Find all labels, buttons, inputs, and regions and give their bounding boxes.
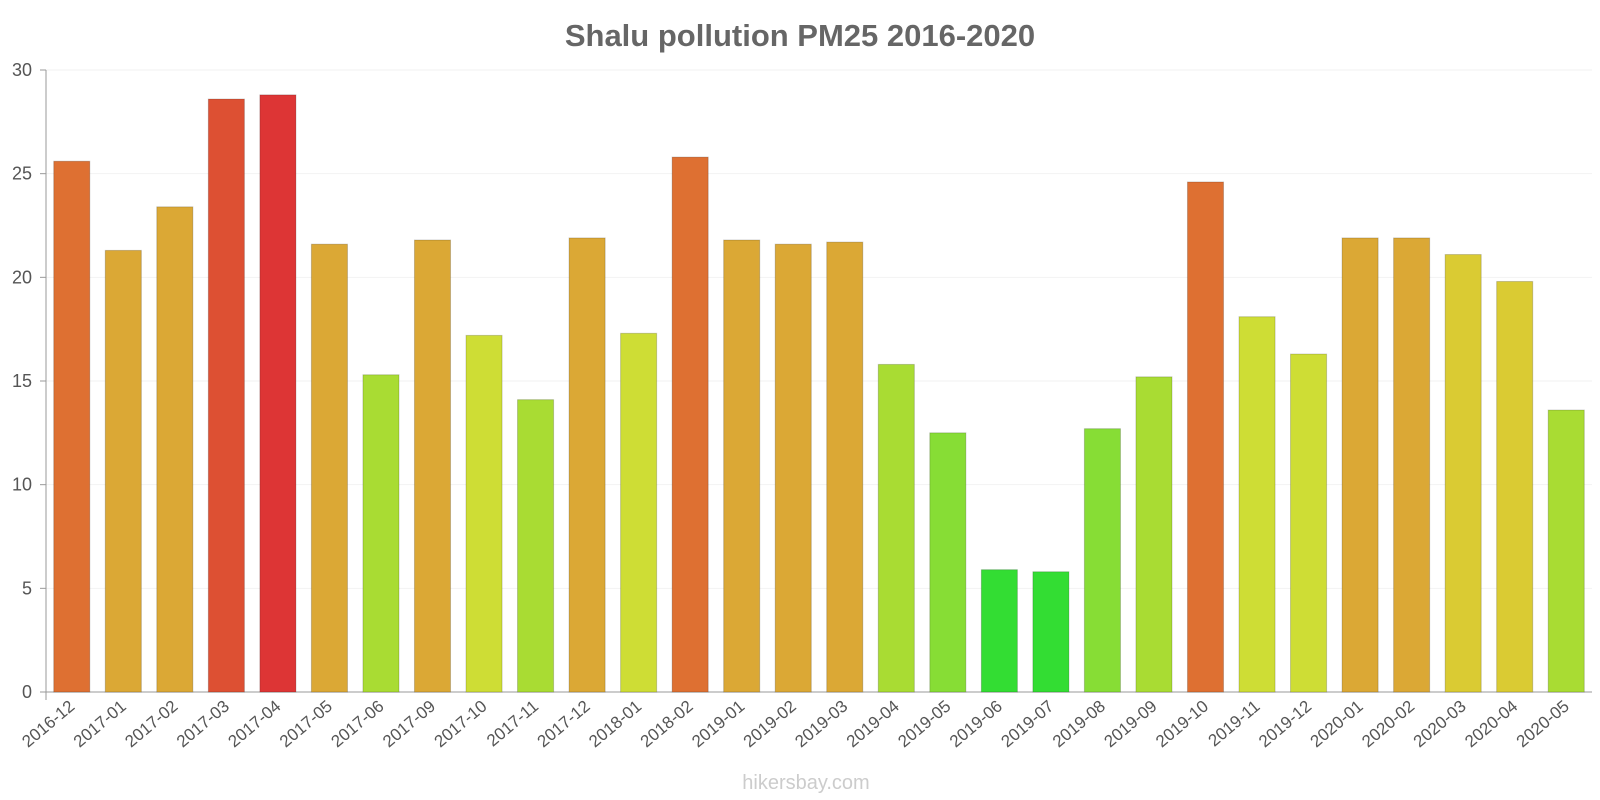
bar-2019-09 bbox=[1135, 376, 1173, 693]
x-tick-label: 2019-01 bbox=[688, 697, 748, 752]
y-tick-label: 10 bbox=[12, 475, 32, 495]
x-tick-label: 2018-01 bbox=[585, 697, 645, 752]
x-tick-label: 2019-05 bbox=[894, 697, 954, 752]
bar-2020-02 bbox=[1393, 237, 1431, 693]
bar-2019-04 bbox=[877, 363, 915, 693]
bar-2016-12 bbox=[53, 160, 91, 693]
x-tick-label: 2019-03 bbox=[791, 697, 851, 752]
bar-2017-06 bbox=[362, 374, 400, 693]
x-tick-label: 2020-01 bbox=[1307, 697, 1367, 752]
x-tick-label: 2019-06 bbox=[946, 697, 1006, 752]
x-tick-labels: 2016-122017-012017-022017-032017-042017-… bbox=[18, 697, 1572, 752]
watermark: hikersbay.com bbox=[742, 772, 869, 794]
bar-2020-03 bbox=[1444, 254, 1482, 693]
bar-2020-01 bbox=[1341, 237, 1379, 693]
bar-2017-10 bbox=[465, 334, 503, 693]
x-tick-label: 2019-09 bbox=[1101, 697, 1161, 752]
bar-2017-03 bbox=[207, 98, 245, 693]
x-tick-label: 2017-05 bbox=[276, 697, 336, 752]
bar-2017-12 bbox=[568, 237, 606, 693]
x-tick-label: 2017-11 bbox=[483, 697, 542, 751]
x-tick-label: 2017-02 bbox=[121, 697, 181, 752]
x-tick-label: 2018-02 bbox=[637, 697, 697, 752]
bar-2019-05 bbox=[929, 432, 967, 693]
x-tick-label: 2017-12 bbox=[534, 697, 594, 752]
y-tick-label: 5 bbox=[22, 578, 32, 598]
x-tick-label: 2020-04 bbox=[1461, 697, 1521, 752]
bar-2017-05 bbox=[310, 243, 348, 693]
y-tick-label: 25 bbox=[12, 164, 32, 184]
x-tick-label: 2020-05 bbox=[1513, 697, 1573, 752]
x-tick-label: 2017-06 bbox=[328, 697, 388, 752]
bar-2017-04 bbox=[259, 94, 297, 693]
chart-title: Shalu pollution PM25 2016-2020 bbox=[565, 18, 1035, 53]
y-tick-label: 20 bbox=[12, 267, 32, 287]
bar-2017-01 bbox=[104, 249, 142, 693]
x-tick-label: 2020-02 bbox=[1358, 697, 1418, 752]
bar-2017-11 bbox=[517, 399, 555, 693]
bar-2019-02 bbox=[774, 243, 812, 693]
gridlines bbox=[46, 69, 1592, 589]
bar-2019-06 bbox=[980, 569, 1018, 693]
y-tick-label: 30 bbox=[12, 60, 32, 80]
bar-2020-04 bbox=[1496, 280, 1534, 693]
x-tick-label: 2019-04 bbox=[843, 697, 903, 752]
x-tick-label: 2019-12 bbox=[1255, 697, 1315, 752]
x-tick-label: 2017-09 bbox=[379, 697, 439, 752]
bar-2019-01 bbox=[723, 239, 761, 693]
x-tick-label: 2019-08 bbox=[1049, 697, 1109, 752]
x-tick-label: 2017-10 bbox=[431, 697, 491, 752]
x-tick-label: 2017-03 bbox=[173, 697, 233, 752]
bar-2020-05 bbox=[1547, 409, 1585, 693]
bar-2018-02 bbox=[671, 156, 709, 693]
x-tick-label: 2019-11 bbox=[1205, 697, 1264, 751]
axes: 0 5 10 15 20 25 30 bbox=[12, 60, 1592, 702]
x-tick-label: 2020-03 bbox=[1410, 697, 1470, 752]
bar-2019-10 bbox=[1186, 181, 1225, 693]
bar-2019-11 bbox=[1238, 316, 1276, 693]
y-tick-label: 0 bbox=[22, 682, 32, 702]
bar-2019-07 bbox=[1032, 571, 1070, 693]
bar-2019-08 bbox=[1083, 428, 1121, 693]
bar-2017-02 bbox=[156, 206, 194, 693]
y-tick-label: 15 bbox=[12, 371, 32, 391]
bar-2018-01 bbox=[620, 332, 658, 693]
bar-2019-03 bbox=[826, 241, 864, 693]
x-tick-label: 2019-10 bbox=[1152, 697, 1212, 752]
bars bbox=[53, 94, 1585, 693]
bar-2019-12 bbox=[1290, 353, 1328, 693]
x-tick-label: 2017-01 bbox=[70, 697, 130, 752]
x-tick-label: 2019-02 bbox=[740, 697, 800, 752]
bar-2017-09 bbox=[413, 239, 452, 693]
x-tick-label: 2017-04 bbox=[224, 697, 284, 752]
x-tick-label: 2019-07 bbox=[997, 697, 1057, 752]
x-tick-label: 2016-12 bbox=[18, 697, 78, 752]
